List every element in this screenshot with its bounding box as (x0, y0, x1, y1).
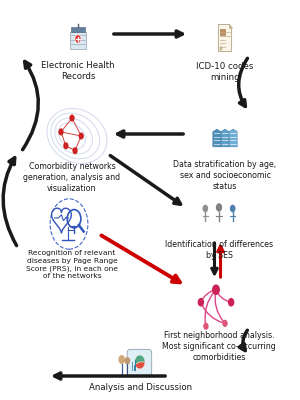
Polygon shape (229, 24, 232, 28)
Bar (132, 362, 134, 371)
Wedge shape (135, 362, 145, 369)
Circle shape (216, 203, 222, 212)
Circle shape (230, 205, 236, 212)
Circle shape (118, 355, 125, 364)
Text: Recognition of relevant
diseases by Page Range
Score (PRS), in each one
of the n: Recognition of relevant diseases by Page… (26, 250, 118, 279)
Circle shape (79, 132, 84, 140)
Polygon shape (213, 129, 221, 147)
Wedge shape (135, 355, 145, 364)
Polygon shape (229, 129, 237, 147)
Text: Identification of differences
by SES: Identification of differences by SES (165, 240, 273, 260)
Text: Electronic Health
Records: Electronic Health Records (41, 61, 115, 81)
Circle shape (222, 320, 228, 327)
FancyBboxPatch shape (70, 32, 86, 48)
Text: Comorbidity networks
generation, analysis and
visualization: Comorbidity networks generation, analysi… (23, 162, 121, 193)
Circle shape (124, 357, 130, 364)
FancyBboxPatch shape (220, 47, 222, 50)
FancyBboxPatch shape (71, 28, 85, 32)
Circle shape (198, 298, 204, 306)
Circle shape (202, 205, 208, 212)
FancyBboxPatch shape (220, 29, 225, 35)
Text: First neighborhood analysis.
Most significant co-occurring
comorbidities: First neighborhood analysis. Most signif… (162, 331, 276, 362)
Circle shape (69, 114, 75, 122)
Polygon shape (218, 24, 232, 52)
Text: ICD-10 codes
mining: ICD-10 codes mining (196, 62, 254, 82)
Bar (135, 360, 136, 371)
Circle shape (75, 35, 81, 43)
Text: Analysis and Discussion: Analysis and Discussion (89, 383, 193, 392)
Circle shape (72, 147, 78, 154)
Circle shape (63, 142, 68, 149)
Polygon shape (221, 129, 229, 147)
Bar (134, 365, 135, 371)
Circle shape (58, 128, 64, 136)
Circle shape (203, 323, 208, 330)
FancyBboxPatch shape (127, 349, 152, 376)
Circle shape (212, 284, 220, 295)
Text: Data stratification by age,
sex and socioeconomic
status: Data stratification by age, sex and soci… (173, 160, 277, 191)
Circle shape (228, 298, 234, 306)
